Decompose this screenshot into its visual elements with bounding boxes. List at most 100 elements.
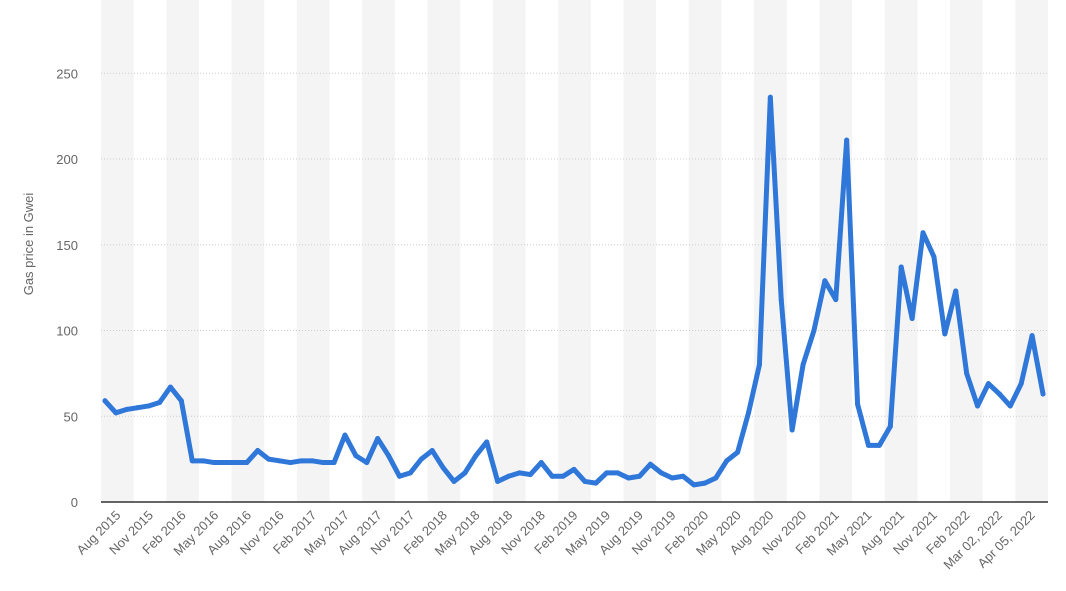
data-point [658,470,664,476]
data-point [484,439,490,445]
data-point [167,384,173,390]
data-point [669,475,675,481]
data-point [756,362,762,368]
data-point [560,473,566,479]
data-point [942,331,948,337]
background-band [231,0,265,502]
data-point [146,403,152,409]
background-band [492,0,526,502]
data-point [833,297,839,303]
data-point [702,480,708,486]
background-band [296,0,330,502]
data-point [287,460,293,466]
data-point [440,465,446,471]
data-point [636,473,642,479]
data-point [822,278,828,284]
y-tick-label: 150 [56,238,78,253]
y-axis-tick-labels: 0 50 100 150 200 250 [56,66,78,510]
data-point [778,297,784,303]
data-point [113,410,119,416]
data-point [898,264,904,270]
data-point [178,398,184,404]
background-band [362,0,395,502]
data-point [473,453,479,459]
data-point [266,456,272,462]
data-point [865,442,871,448]
y-tick-label: 200 [56,152,78,167]
data-point [495,478,501,484]
background-band [754,0,787,502]
data-point [767,94,773,100]
data-point [233,460,239,466]
data-point [964,370,970,376]
data-point [604,470,610,476]
data-point [418,456,424,462]
data-point [680,473,686,479]
background-band [1015,0,1048,502]
data-point [920,230,926,236]
data-points [102,94,1046,488]
data-point [975,403,981,409]
data-point [189,458,195,464]
data-point [549,473,555,479]
background-band [166,0,199,502]
data-point [407,470,413,476]
data-point [713,475,719,481]
data-point [953,288,959,294]
data-point [724,458,730,464]
y-tick-label: 250 [56,66,78,81]
y-tick-label: 0 [71,495,78,510]
data-point [582,478,588,484]
data-point [364,460,370,466]
data-point [255,448,261,454]
data-point [800,362,806,368]
data-point [277,458,283,464]
data-point [1007,403,1013,409]
data-point [222,460,228,466]
data-point [1029,333,1035,339]
data-point [135,405,141,411]
data-point [157,400,163,406]
data-point [451,478,457,484]
data-point [1018,381,1024,387]
data-point [309,458,315,464]
background-band [688,0,722,502]
data-point [342,432,348,438]
y-tick-label: 100 [56,324,78,339]
data-point [691,482,697,488]
data-point [789,427,795,433]
data-point [931,254,937,260]
data-point [985,381,991,387]
data-point [375,436,381,442]
data-point [386,453,392,459]
data-point [615,470,621,476]
data-point [506,473,512,479]
data-point [462,470,468,476]
data-point [244,460,250,466]
data-point [844,137,850,143]
data-point [298,458,304,464]
y-tick-label: 50 [64,409,78,424]
data-point [538,460,544,466]
data-point [746,410,752,416]
data-point [331,460,337,466]
background-band [101,0,134,502]
data-point [102,398,108,404]
data-point [211,460,217,466]
data-point [735,449,741,455]
background-bands [101,0,1048,502]
data-point [200,458,206,464]
data-point [516,470,522,476]
data-point [909,316,915,321]
data-point [527,472,533,478]
background-band [819,0,853,502]
y-axis-label: Gas price in Gwei [21,193,36,296]
data-point [876,442,882,448]
data-point [887,424,893,430]
data-point [429,448,435,454]
background-band [950,0,983,502]
background-band [558,0,591,502]
data-point [396,473,402,479]
